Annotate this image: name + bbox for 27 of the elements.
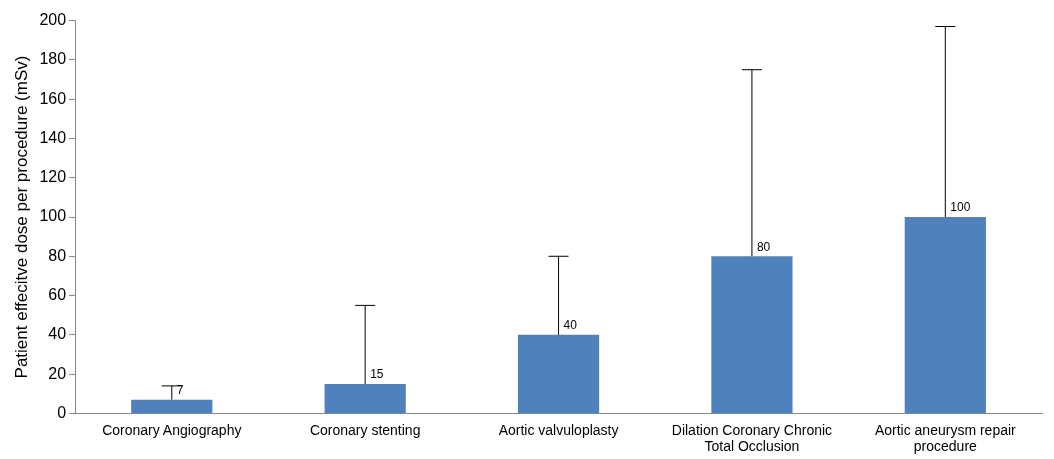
y-tick-label: 140 [39, 128, 67, 146]
x-tick-label: Coronary Angiography [102, 421, 242, 438]
bar [904, 217, 986, 413]
y-tick-label: 60 [48, 285, 67, 303]
y-tick-label: 0 [57, 403, 67, 421]
x-tick-label: Coronary stenting [309, 421, 421, 438]
y-tick-label: 80 [48, 246, 67, 264]
bar [517, 334, 600, 413]
data-label: 100 [950, 200, 971, 215]
y-tick-label: 160 [39, 89, 67, 107]
data-label: 15 [370, 367, 384, 382]
y-tick-label: 200 [39, 11, 67, 29]
y-tick-label: 100 [39, 207, 67, 225]
data-label: 7 [176, 382, 184, 397]
y-tick-label: 180 [39, 50, 67, 68]
y-tick-label: 120 [39, 168, 67, 186]
x-tick-label: Aortic aneurysm repair procedure [874, 421, 1017, 455]
bar [711, 256, 793, 413]
bar [131, 399, 213, 413]
data-label: 80 [756, 239, 771, 254]
x-tick-label: Dilation Coronary Chronic Total Occlusion [671, 421, 833, 455]
y-axis-title: Patient effecitve dose per procedure (mSv) [11, 55, 31, 379]
data-label: 40 [563, 318, 578, 333]
y-tick-label: 40 [48, 325, 67, 343]
x-tick-label: Aortic valvuloplasty [498, 421, 619, 438]
y-tick-label: 20 [48, 364, 67, 382]
bar [324, 383, 406, 413]
